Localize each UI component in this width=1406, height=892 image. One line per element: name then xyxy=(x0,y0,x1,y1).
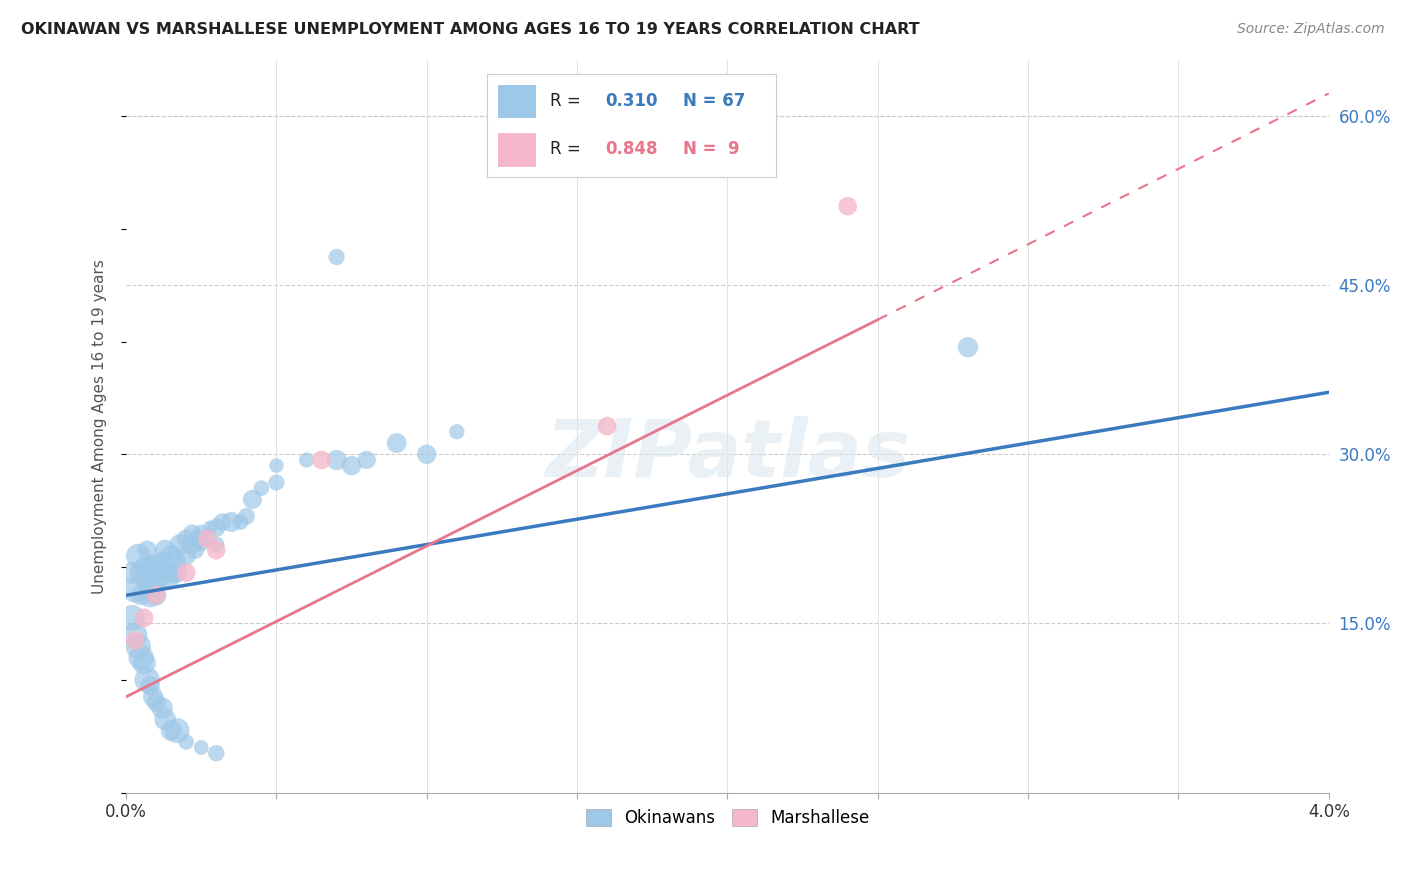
Point xyxy=(181,526,204,541)
Point xyxy=(446,425,468,439)
Point xyxy=(385,436,408,450)
Point xyxy=(145,571,167,585)
Point xyxy=(211,515,233,529)
Point xyxy=(205,543,228,558)
Point xyxy=(157,571,180,585)
Point xyxy=(124,582,146,597)
Point xyxy=(124,628,146,642)
Point xyxy=(145,588,167,602)
Point xyxy=(142,577,165,591)
Legend: Okinawans, Marshallese: Okinawans, Marshallese xyxy=(578,801,877,836)
Point xyxy=(235,509,257,524)
Point xyxy=(416,447,439,461)
Point xyxy=(127,639,149,653)
Point xyxy=(139,560,162,574)
Point xyxy=(596,419,619,434)
Point xyxy=(129,588,152,602)
Point xyxy=(240,492,263,507)
Point xyxy=(142,690,165,704)
Point xyxy=(150,701,173,715)
Point xyxy=(148,566,170,580)
Point xyxy=(129,566,152,580)
Point xyxy=(169,537,191,551)
Point xyxy=(134,611,156,625)
Point xyxy=(190,526,212,541)
Point xyxy=(266,475,288,490)
Point xyxy=(311,453,333,467)
Point xyxy=(190,740,212,755)
Point xyxy=(134,656,156,670)
Point xyxy=(956,340,979,354)
Text: Source: ZipAtlas.com: Source: ZipAtlas.com xyxy=(1237,22,1385,37)
Point xyxy=(221,515,243,529)
Point xyxy=(181,537,204,551)
Point xyxy=(160,723,183,738)
Point xyxy=(134,560,156,574)
Point xyxy=(127,549,149,563)
Y-axis label: Unemployment Among Ages 16 to 19 years: Unemployment Among Ages 16 to 19 years xyxy=(93,259,107,593)
Point xyxy=(121,566,143,580)
Point xyxy=(190,537,212,551)
Point xyxy=(325,453,347,467)
Point xyxy=(356,453,378,467)
Point xyxy=(174,735,197,749)
Point xyxy=(136,673,159,687)
Point xyxy=(145,695,167,709)
Point xyxy=(139,679,162,693)
Point xyxy=(205,746,228,760)
Point xyxy=(160,566,183,580)
Point xyxy=(250,481,273,495)
Point xyxy=(195,532,218,546)
Text: ZIPatlas: ZIPatlas xyxy=(546,417,910,494)
Point xyxy=(340,458,363,473)
Point xyxy=(136,543,159,558)
Point xyxy=(229,515,252,529)
Point xyxy=(184,543,207,558)
Point xyxy=(153,712,176,726)
Point xyxy=(121,611,143,625)
Point xyxy=(166,566,188,580)
Point xyxy=(837,199,859,213)
Point xyxy=(174,566,197,580)
Point xyxy=(295,453,318,467)
Point xyxy=(124,633,146,648)
Point xyxy=(139,588,162,602)
Point xyxy=(166,723,188,738)
Point xyxy=(187,532,209,546)
Point xyxy=(200,521,222,535)
Point xyxy=(193,532,215,546)
Point xyxy=(136,571,159,585)
Point xyxy=(266,458,288,473)
Point xyxy=(205,521,228,535)
Point xyxy=(145,588,167,602)
Point xyxy=(325,250,347,264)
Point xyxy=(205,537,228,551)
Point xyxy=(145,560,167,574)
Point xyxy=(153,543,176,558)
Point xyxy=(174,549,197,563)
Point xyxy=(129,650,152,665)
Point xyxy=(163,554,186,568)
Text: OKINAWAN VS MARSHALLESE UNEMPLOYMENT AMONG AGES 16 TO 19 YEARS CORRELATION CHART: OKINAWAN VS MARSHALLESE UNEMPLOYMENT AMO… xyxy=(21,22,920,37)
Point xyxy=(174,532,197,546)
Point xyxy=(160,549,183,563)
Point xyxy=(150,554,173,568)
